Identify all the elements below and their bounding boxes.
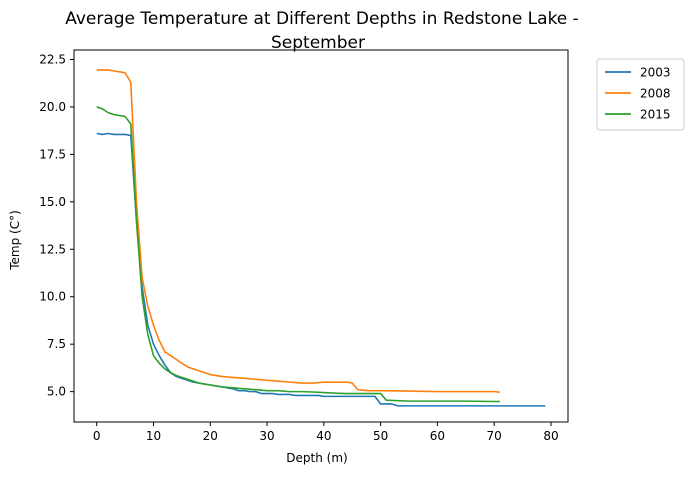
y-tick-label-4: 15.0 [39,195,66,209]
y-tick-label-5: 17.5 [39,147,66,161]
chart-title-line-1: Average Temperature at Different Depths … [65,9,579,29]
x-tick-label-10: 10 [146,429,161,443]
y-axis-label: Temp (C°) [8,210,22,271]
series-line-2008 [96,69,500,393]
y-tick-label-0: 5.0 [47,385,66,399]
y-tick-label-6: 20.0 [39,100,66,114]
series-line-2015 [96,106,500,403]
x-tick-label-60: 60 [430,429,445,443]
legend-label-2015: 2015 [640,108,671,122]
series-layer [96,69,546,407]
x-tick-label-40: 40 [316,429,331,443]
x-axis: 0 10 20 30 40 50 60 70 80 [93,422,559,443]
chart-title-line-2: September [271,33,365,53]
x-tick-label-80: 80 [543,429,558,443]
y-tick-label-1: 7.5 [47,337,66,351]
legend-label-2003: 2003 [640,66,671,80]
x-tick-label-30: 30 [259,429,274,443]
y-tick-label-3: 12.5 [39,242,66,256]
legend-box [596,58,685,131]
legend: 2003 2008 2015 [596,58,685,131]
x-tick-label-70: 70 [487,429,502,443]
x-tick-label-0: 0 [93,429,101,443]
series-line-2003 [96,132,546,407]
y-axis: 5.0 7.5 10.0 12.5 15.0 17.5 20.0 22.5 [39,52,74,399]
y-tick-label-2: 10.0 [39,290,66,304]
legend-label-2008: 2008 [640,87,671,101]
plot-frame [73,49,569,423]
x-axis-label: Depth (m) [286,451,347,465]
y-tick-label-7: 22.5 [39,52,66,66]
x-tick-label-20: 20 [203,429,218,443]
x-tick-label-50: 50 [373,429,388,443]
